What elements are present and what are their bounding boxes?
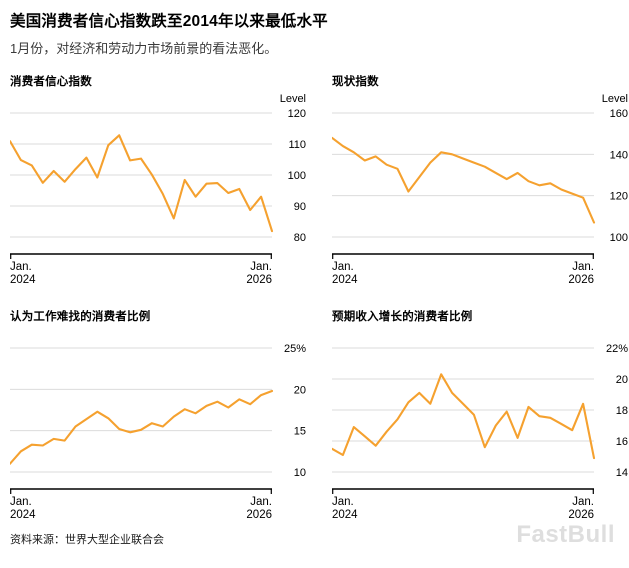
svg-text:Jan.: Jan.: [250, 496, 272, 508]
svg-text:10: 10: [294, 467, 306, 479]
svg-text:25%: 25%: [284, 343, 306, 355]
chart-panel-jobs-hard-to-get: 认为工作难找的消费者比例 25% 20 15 10 Jan. 2024 Jan. 2026: [10, 308, 306, 519]
svg-text:22%: 22%: [606, 343, 628, 355]
svg-text:100: 100: [288, 170, 306, 182]
svg-text:2026: 2026: [568, 274, 594, 284]
svg-text:120: 120: [288, 108, 306, 120]
svg-text:Jan.: Jan.: [250, 261, 272, 273]
chart-panel-income-growth: 预期收入增长的消费者比例 22% 20 18 16 14 Jan. 2024 Jan. 2026: [332, 308, 628, 519]
svg-text:Jan.: Jan.: [572, 261, 594, 273]
chart-title: 消费者信心指数: [10, 76, 92, 89]
svg-text:120: 120: [610, 191, 628, 203]
svg-text:2024: 2024: [10, 509, 36, 519]
svg-text:2026: 2026: [246, 274, 272, 284]
chart-panel-consumer-confidence: 消费者信心指数 120 110 100 90 80 Level Jan. 2024 Jan. 20…: [10, 73, 306, 284]
svg-text:2026: 2026: [246, 509, 272, 519]
svg-text:20: 20: [294, 385, 306, 397]
source-attribution: 资料来源：世界大型企业联合会: [10, 534, 164, 547]
svg-text:Jan.: Jan.: [332, 261, 354, 273]
svg-text:2024: 2024: [10, 274, 36, 284]
svg-text:Level: Level: [280, 93, 306, 105]
svg-text:Jan.: Jan.: [10, 496, 32, 508]
svg-text:160: 160: [610, 108, 628, 120]
svg-text:Level: Level: [602, 93, 628, 105]
chart-title: 预期收入增长的消费者比例: [332, 311, 473, 324]
svg-text:Jan.: Jan.: [10, 261, 32, 273]
svg-text:90: 90: [294, 201, 306, 213]
svg-text:2024: 2024: [332, 274, 358, 284]
svg-text:2026: 2026: [568, 509, 594, 519]
svg-text:2024: 2024: [332, 509, 358, 519]
charts-grid: 消费者信心指数 120 110 100 90 80 Level Jan. 2024 Jan. 20…: [10, 73, 628, 519]
svg-text:18: 18: [616, 405, 628, 417]
footer: 资料来源：世界大型企业联合会 FastBull: [10, 523, 615, 547]
chart-title: 现状指数: [332, 76, 379, 89]
fastbull-watermark: FastBull: [516, 521, 615, 549]
svg-text:15: 15: [294, 426, 306, 438]
chart-panel-present-situation: 现状指数 160 140 120 100 Level Jan. 2024 Jan. 2026: [332, 73, 628, 284]
svg-text:20: 20: [616, 374, 628, 386]
svg-text:Jan.: Jan.: [332, 496, 354, 508]
svg-text:Jan.: Jan.: [572, 496, 594, 508]
svg-text:110: 110: [288, 139, 306, 151]
svg-text:100: 100: [610, 232, 628, 244]
svg-text:140: 140: [610, 150, 628, 162]
page-title: 美国消费者信心指数跌至2014年以来最低水平: [10, 13, 328, 30]
svg-text:80: 80: [294, 232, 306, 244]
svg-text:16: 16: [616, 436, 628, 448]
svg-text:14: 14: [616, 467, 628, 479]
page-subtitle: 1月份，对经济和劳动力市场前景的看法恶化。: [10, 41, 278, 57]
chart-title: 认为工作难找的消费者比例: [10, 311, 151, 324]
